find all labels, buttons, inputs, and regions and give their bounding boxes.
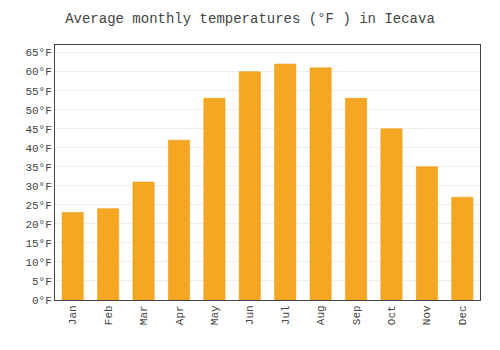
svg-text:55°F: 55°F: [25, 86, 51, 98]
svg-text:Jul: Jul: [280, 305, 292, 325]
svg-text:50°F: 50°F: [25, 105, 51, 117]
svg-text:Aug: Aug: [315, 305, 327, 325]
svg-text:30°F: 30°F: [25, 181, 51, 193]
svg-text:65°F: 65°F: [25, 47, 51, 59]
svg-text:Jan: Jan: [67, 305, 79, 325]
svg-text:15°F: 15°F: [25, 238, 51, 250]
svg-text:0°F: 0°F: [32, 295, 52, 307]
svg-text:Apr: Apr: [174, 305, 186, 325]
svg-text:45°F: 45°F: [25, 124, 51, 136]
svg-text:Average monthly temperatures (: Average monthly temperatures (°F ) in Ie…: [65, 11, 435, 27]
svg-text:35°F: 35°F: [25, 162, 51, 174]
svg-text:40°F: 40°F: [25, 143, 51, 155]
svg-text:Oct: Oct: [386, 305, 398, 325]
svg-text:Nov: Nov: [421, 305, 433, 325]
svg-text:20°F: 20°F: [25, 219, 51, 231]
svg-text:Mar: Mar: [138, 305, 150, 325]
svg-text:Feb: Feb: [103, 305, 115, 325]
svg-text:60°F: 60°F: [25, 66, 51, 78]
svg-text:25°F: 25°F: [25, 200, 51, 212]
svg-text:5°F: 5°F: [32, 276, 52, 288]
svg-text:May: May: [209, 305, 221, 325]
svg-text:Jun: Jun: [244, 305, 256, 325]
svg-text:Sep: Sep: [351, 305, 363, 325]
svg-text:10°F: 10°F: [25, 257, 51, 269]
svg-text:Dec: Dec: [457, 305, 469, 325]
